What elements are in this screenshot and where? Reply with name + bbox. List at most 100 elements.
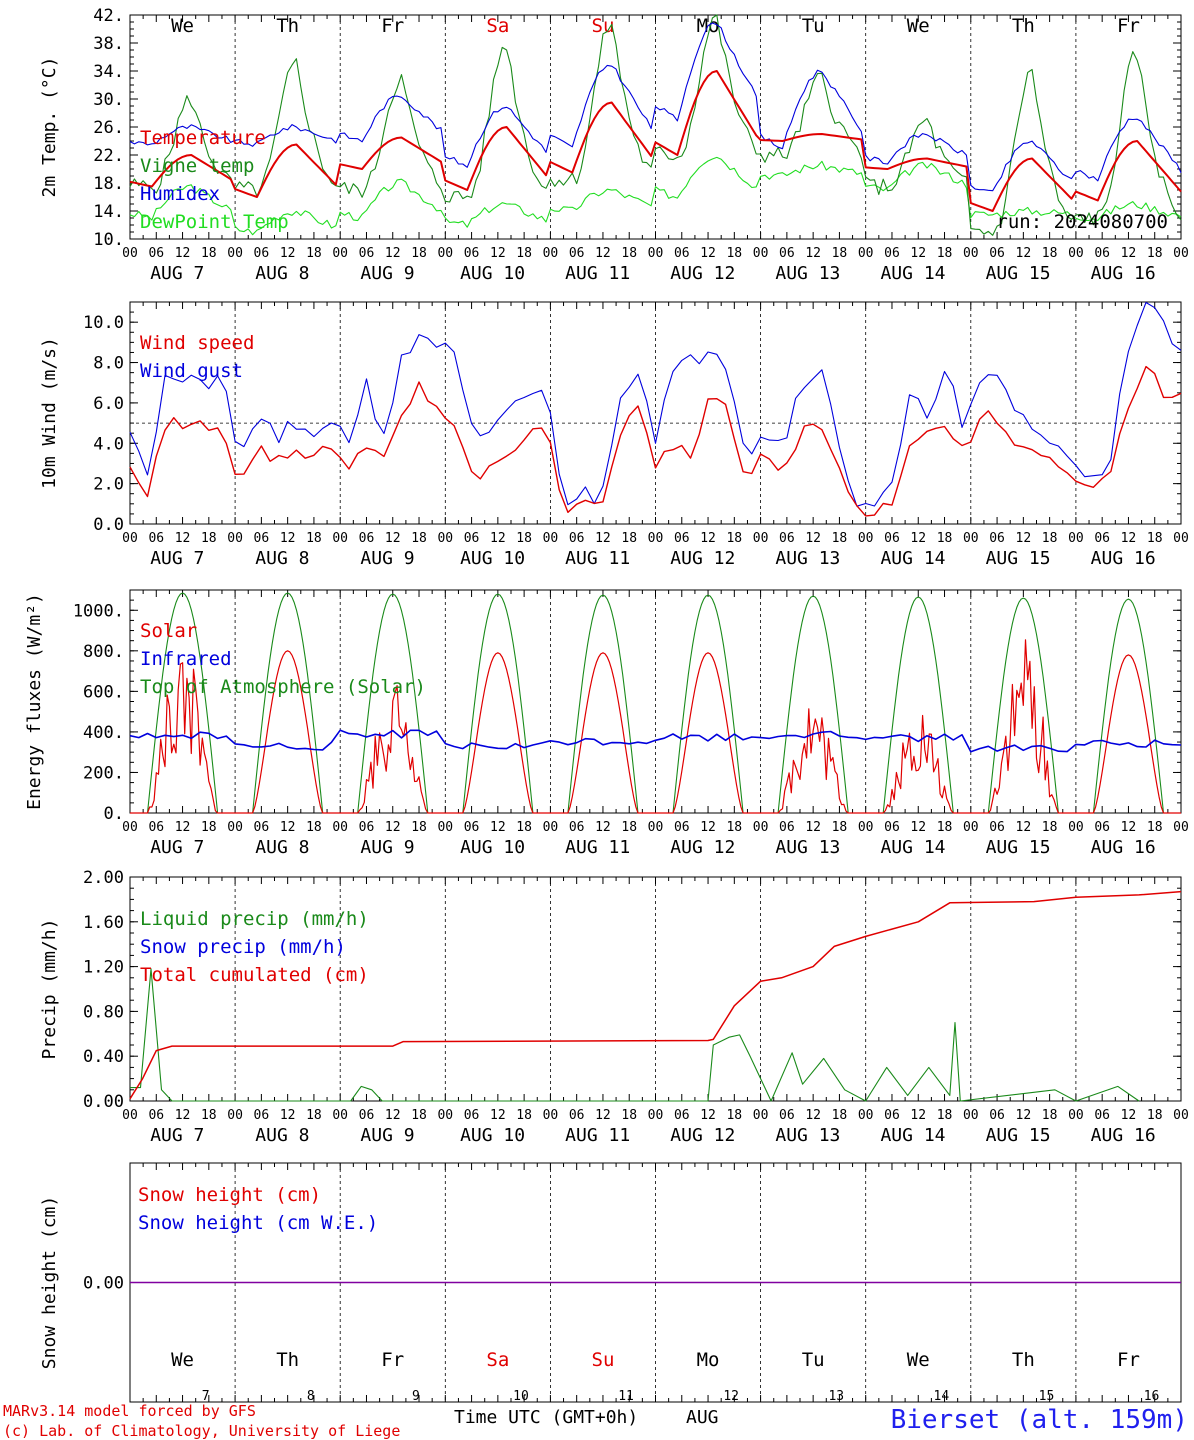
- hour-tick-label: 06: [779, 246, 795, 261]
- y-tick-label: 14.: [93, 202, 124, 222]
- hour-tick-label: 12: [385, 531, 401, 546]
- hour-tick-label: 00: [1173, 531, 1189, 546]
- y-tick-label: 26.: [93, 118, 124, 138]
- y-tick-label: 22.: [93, 146, 124, 166]
- hour-tick-label: 06: [148, 531, 164, 546]
- hour-tick-label: 18: [621, 1108, 637, 1123]
- hour-tick-label: 00: [1173, 246, 1189, 261]
- legend-snow-height-cm-: Snow height (cm): [138, 1184, 321, 1206]
- hour-tick-label: 06: [254, 820, 270, 835]
- hour-tick-label: 18: [516, 531, 532, 546]
- hour-tick-label: 12: [595, 531, 611, 546]
- hour-tick-label: 18: [201, 531, 217, 546]
- hour-tick-label: 18: [937, 820, 953, 835]
- date-label: AUG 7: [150, 548, 204, 569]
- hour-tick-label: 00: [332, 531, 348, 546]
- hour-tick-label: 06: [254, 531, 270, 546]
- day-number-label: 13: [828, 1389, 844, 1404]
- hour-tick-label: 18: [201, 820, 217, 835]
- hour-tick-label: 00: [437, 531, 453, 546]
- hour-tick-label: 00: [963, 820, 979, 835]
- day-label-bottom: We: [907, 1349, 930, 1371]
- date-label: AUG 11: [565, 263, 630, 284]
- day-label: Su: [592, 15, 615, 37]
- hour-tick-label: 06: [569, 531, 585, 546]
- y-tick-label: 0.0: [93, 515, 124, 535]
- hour-tick-label: 12: [385, 1108, 401, 1123]
- hour-tick-label: 00: [122, 246, 138, 261]
- date-label: AUG 15: [986, 548, 1051, 569]
- date-label: AUG 12: [670, 263, 735, 284]
- hour-tick-label: 18: [726, 531, 742, 546]
- hour-tick-label: 12: [595, 1108, 611, 1123]
- series-line-wind-speed: [129, 365, 1182, 517]
- y-tick-label: 1.60: [83, 913, 124, 933]
- y-tick-label: 0.40: [83, 1047, 124, 1067]
- y-tick-label: 10.0: [83, 313, 124, 333]
- hour-tick-label: 18: [411, 820, 427, 835]
- day-number-label: 11: [618, 1389, 634, 1404]
- day-number-label: 7: [202, 1389, 210, 1404]
- hour-tick-label: 00: [1068, 531, 1084, 546]
- hour-tick-label: 18: [726, 246, 742, 261]
- hour-tick-label: 06: [989, 246, 1005, 261]
- hour-tick-label: 00: [648, 1108, 664, 1123]
- hour-tick-label: 18: [726, 820, 742, 835]
- hour-tick-label: 00: [1068, 1108, 1084, 1123]
- hour-tick-label: 12: [700, 1108, 716, 1123]
- hour-tick-label: 12: [280, 531, 296, 546]
- day-number-label: 14: [934, 1389, 950, 1404]
- hour-tick-label: 00: [1173, 820, 1189, 835]
- hour-tick-label: 18: [621, 246, 637, 261]
- hour-tick-label: 00: [963, 531, 979, 546]
- date-label: AUG 10: [460, 263, 525, 284]
- hour-tick-label: 18: [1147, 246, 1163, 261]
- hour-tick-label: 12: [175, 1108, 191, 1123]
- hour-tick-label: 00: [122, 820, 138, 835]
- hour-tick-label: 12: [175, 820, 191, 835]
- x-axis-month: AUG: [686, 1407, 719, 1428]
- hour-tick-label: 18: [832, 1108, 848, 1123]
- day-number-label: 12: [723, 1389, 739, 1404]
- hour-tick-label: 12: [175, 246, 191, 261]
- hour-tick-label: 18: [937, 531, 953, 546]
- y-tick-label: 2.0: [93, 475, 124, 495]
- legend-humidex: Humidex: [140, 183, 220, 205]
- legend-total-cumulated-cm-: Total cumulated (cm): [140, 964, 369, 986]
- hour-tick-label: 18: [306, 246, 322, 261]
- y-tick-label: 400.: [83, 723, 124, 743]
- date-label: AUG 13: [775, 548, 840, 569]
- date-label: AUG 7: [150, 837, 204, 858]
- series-line-vigne-temp: [129, 14, 1182, 236]
- hour-tick-label: 06: [989, 531, 1005, 546]
- footer-model: MARv3.14 model forced by GFS: [3, 1402, 256, 1420]
- hour-tick-label: 18: [411, 246, 427, 261]
- footer-lab: (c) Lab. of Climatology, University of L…: [3, 1422, 400, 1440]
- hour-tick-label: 00: [963, 246, 979, 261]
- date-label: AUG 9: [360, 548, 414, 569]
- y-tick-label: 0.00: [83, 1274, 124, 1294]
- day-label: Th: [276, 15, 299, 37]
- date-label: AUG 16: [1091, 1125, 1156, 1146]
- hour-tick-label: 12: [385, 246, 401, 261]
- day-label-bottom: Fr: [381, 1349, 404, 1371]
- hour-tick-label: 18: [726, 1108, 742, 1123]
- date-label: AUG 9: [360, 837, 414, 858]
- hour-tick-label: 00: [648, 246, 664, 261]
- hour-tick-label: 06: [464, 531, 480, 546]
- hour-tick-label: 06: [884, 531, 900, 546]
- hour-tick-label: 00: [1173, 1108, 1189, 1123]
- hour-tick-label: 00: [332, 246, 348, 261]
- hour-tick-label: 00: [1068, 246, 1084, 261]
- hour-tick-label: 06: [1094, 1108, 1110, 1123]
- hour-tick-label: 18: [937, 1108, 953, 1123]
- hour-tick-label: 06: [148, 1108, 164, 1123]
- hour-tick-label: 18: [1042, 1108, 1058, 1123]
- hour-tick-label: 12: [595, 246, 611, 261]
- hour-tick-label: 00: [227, 1108, 243, 1123]
- y-tick-label: 18.: [93, 174, 124, 194]
- hour-tick-label: 18: [621, 531, 637, 546]
- day-label-bottom: Sa: [486, 1349, 509, 1371]
- y-tick-label: 34.: [93, 62, 124, 82]
